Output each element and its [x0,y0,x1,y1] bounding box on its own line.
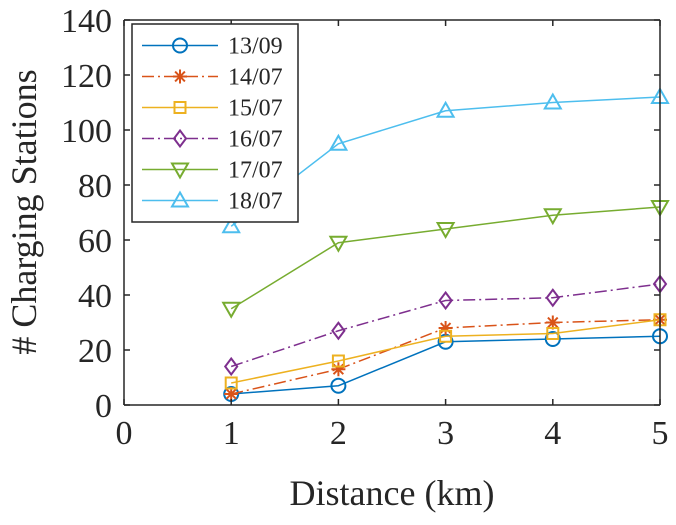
data-point [435,100,456,118]
data-point [435,222,456,240]
axes-layer [123,19,661,406]
data-point [224,376,238,390]
data-point [543,208,563,226]
series-line [230,283,661,368]
y-axis-title: # Charging Stations [4,69,44,354]
data-point [545,288,561,308]
legend-marker [173,69,187,84]
series-18-07 [221,86,670,234]
x-axis-title: Distance (km) [290,473,495,513]
data-point [546,327,560,340]
data-point [328,235,349,253]
data-point [438,290,453,311]
legend: 13/09 14/07 15/07 16/07 17/07 18/07 [131,23,299,223]
data-point [543,92,563,110]
data-point [331,362,346,377]
series-line [230,96,661,227]
legend-marker [172,128,188,149]
y-tick-label: 0 [95,388,112,425]
y-tick-label: 20 [78,333,112,370]
series-line [230,206,661,310]
legend-label: 17/07 [228,158,283,184]
x-tick-label: 0 [116,415,133,452]
y-tick-label: 140 [61,3,112,40]
y-tick-label: 100 [61,113,112,150]
legend-marker [170,190,190,208]
legend-label: 18/07 [228,189,283,215]
series-15-07 [224,313,667,390]
data-point [439,329,453,343]
legend-box [131,23,299,223]
legend-label: 14/07 [228,65,283,91]
y-tick-label: 120 [61,58,112,95]
series-16-07 [223,274,668,377]
x-tick-label: 2 [330,415,347,452]
data-point [330,377,347,394]
ticks-layer: 0 1 2 3 4 5 0 20 40 60 80 100 120 140 [61,3,669,452]
data-point [438,321,453,335]
legend-label: 16/07 [228,127,283,153]
data-point [544,331,561,347]
data-point [331,354,345,368]
x-tick-label: 3 [437,415,454,452]
x-tick-label: 5 [652,415,669,452]
legend-label: 13/09 [228,34,283,60]
y-tick-label: 60 [78,223,112,260]
data-point [224,387,239,401]
series-line [231,319,661,384]
data-point [223,356,239,377]
legend-marker [172,37,188,54]
data-point [545,315,560,330]
legend-label: 15/07 [228,96,283,122]
data-point [221,301,241,319]
data-point [328,133,349,151]
data-point [331,321,346,341]
legend-marker [170,162,190,180]
x-tick-label: 4 [544,415,561,452]
legend-marker [173,101,187,114]
y-tick-label: 80 [78,168,112,205]
y-tick-label: 40 [78,278,112,315]
data-point [221,216,241,234]
x-tick-label: 1 [223,415,240,452]
